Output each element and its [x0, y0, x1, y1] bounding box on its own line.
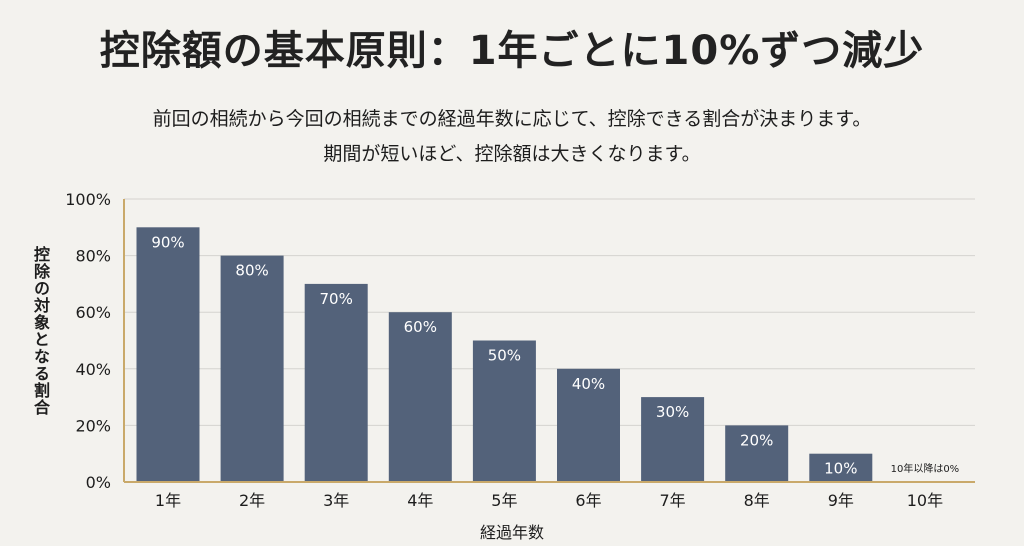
x-tick-label: 3年 [323, 491, 349, 510]
y-tick-label: 80% [75, 247, 111, 266]
chart-subtitle-line-2: 期間が短いほど、控除額は大きくなります。 [323, 143, 701, 165]
bar [557, 368, 620, 482]
chart-title: 控除額の基本原則：1年ごとに10%ずつ減少 [99, 28, 925, 74]
bar [136, 227, 200, 482]
bar-value-label: 70% [320, 290, 353, 308]
bar-value-label: 10年以降は0% [891, 462, 960, 475]
bar [809, 453, 873, 482]
x-tick-label: 7年 [660, 491, 686, 510]
y-tick-label: 40% [75, 360, 111, 379]
bar-value-label: 80% [235, 262, 268, 280]
bar-value-label: 10% [824, 460, 857, 478]
y-tick-label: 20% [75, 416, 111, 435]
y-tick-label: 100% [65, 190, 111, 209]
bar [304, 283, 368, 482]
x-tick-label: 8年 [744, 491, 770, 510]
x-tick-label: 9年 [828, 491, 854, 510]
bar-value-label: 50% [488, 347, 521, 365]
y-tick-label: 0% [86, 473, 111, 492]
y-tick-label: 60% [75, 303, 111, 322]
bar-value-label: 20% [740, 431, 773, 449]
bar [641, 397, 705, 482]
bar-value-label: 60% [404, 318, 437, 336]
x-tick-label: 5年 [491, 491, 517, 510]
y-axis-label: 控除の対象となる割合 [31, 246, 50, 416]
bar-value-label: 90% [151, 233, 184, 251]
x-tick-label: 4年 [407, 491, 433, 510]
x-tick-label: 1年 [155, 491, 181, 510]
bar-value-label: 30% [656, 403, 689, 421]
x-axis-label: 経過年数 [479, 523, 544, 542]
x-tick-label: 2年 [239, 491, 265, 510]
bar [388, 312, 452, 482]
bar [472, 340, 536, 482]
x-tick-label: 10年 [907, 491, 943, 510]
bar-value-label: 40% [572, 375, 605, 393]
x-tick-label: 6年 [575, 491, 601, 510]
chart-subtitle-line-1: 前回の相続から今回の相続までの経過年数に応じて、控除できる割合が決まります。 [152, 108, 872, 130]
bar [725, 425, 789, 482]
bar [220, 255, 284, 482]
